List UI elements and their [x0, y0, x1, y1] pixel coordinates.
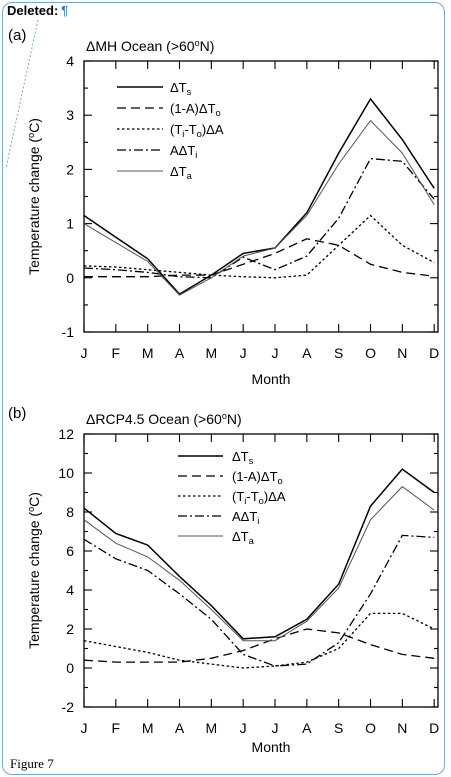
y-tick-label: 4	[66, 582, 74, 598]
chart-title: ΔMH Ocean (>60oN)	[86, 38, 214, 54]
x-tick-label: J	[81, 720, 88, 736]
x-tick-label: S	[334, 720, 343, 736]
y-tick-label: 8	[66, 504, 74, 520]
x-tick-label: O	[365, 720, 376, 736]
x-tick-label: N	[397, 720, 407, 736]
x-axis-label: Month	[252, 739, 291, 755]
x-tick-label: A	[302, 345, 312, 361]
panel-label: (b)	[8, 405, 26, 422]
series-line-2	[84, 238, 435, 278]
legend-label: ΔTa	[232, 529, 255, 546]
x-tick-label: J	[272, 345, 279, 361]
legend-label: AΔTi	[232, 509, 259, 526]
y-tick-label: -2	[62, 699, 75, 715]
x-tick-label: J	[81, 345, 88, 361]
legend-label: ΔTa	[170, 164, 193, 181]
y-tick-label: 3	[66, 107, 74, 123]
y-tick-label: 2	[66, 621, 74, 637]
y-tick-label: 12	[58, 426, 74, 442]
x-tick-label: N	[397, 345, 407, 361]
legend-label: (Ti-To)ΔA	[170, 122, 224, 139]
y-tick-label: 4	[66, 53, 74, 69]
x-tick-label: A	[175, 345, 185, 361]
chart-title: ΔRCP4.5 Ocean (>60oN)	[86, 411, 242, 427]
x-tick-label: M	[206, 720, 218, 736]
x-tick-label: F	[112, 720, 121, 736]
panel-label: (a)	[8, 27, 26, 44]
x-axis-label: Month	[252, 371, 291, 387]
comment-leader-line	[5, 19, 39, 168]
y-tick-label: 1	[66, 216, 74, 232]
legend-label: ΔTs	[232, 449, 254, 466]
legend-label: ΔTs	[170, 80, 192, 97]
x-tick-label: O	[365, 345, 376, 361]
x-tick-label: M	[142, 345, 154, 361]
x-tick-label: J	[272, 720, 279, 736]
y-tick-label: -1	[62, 324, 75, 340]
x-tick-label: A	[175, 720, 185, 736]
series-line-2	[83, 628, 435, 663]
x-tick-label: M	[142, 720, 154, 736]
x-tick-label: J	[240, 720, 247, 736]
x-tick-label: D	[429, 345, 439, 361]
series-line-3	[83, 214, 435, 279]
series-line-1	[83, 468, 435, 640]
y-tick-label: 0	[66, 270, 74, 286]
legend-label: (1-A)ΔTo	[170, 101, 221, 118]
series-line-5	[83, 485, 435, 642]
deleted-label: Deleted: ¶	[7, 3, 69, 18]
y-tick-label: 10	[58, 465, 74, 481]
pilcrow-mark: ¶	[61, 3, 69, 18]
series-line-5	[83, 119, 435, 296]
y-tick-label: 0	[66, 660, 74, 676]
chart-panel-a: (a) ΔMH Ocean (>60oN) -1 0 1 2 3 4 J F M A M J J A S O N D M…	[8, 27, 439, 387]
x-tick-label: M	[206, 345, 218, 361]
legend-label: AΔTi	[170, 143, 197, 160]
y-tick-label: 6	[66, 543, 74, 559]
x-tick-label: A	[302, 720, 312, 736]
y-tick-label: 2	[66, 161, 74, 177]
y-axis-label: Temperature change (oC)	[26, 118, 42, 275]
plot-frame	[83, 60, 439, 333]
legend-label: (1-A)ΔTo	[232, 469, 283, 486]
legend-label: (Ti-To)ΔA	[232, 489, 286, 506]
series-line-1	[83, 97, 435, 296]
series-line-4	[83, 157, 435, 279]
y-axis-label: Temperature change (oC)	[26, 492, 42, 649]
x-tick-label: S	[334, 345, 343, 361]
figure-caption: Figure 7	[10, 756, 54, 771]
x-tick-label: D	[429, 720, 439, 736]
x-tick-label: J	[240, 345, 247, 361]
series-line-4	[83, 534, 435, 667]
comment-frame	[2, 2, 445, 775]
x-tick-label: F	[112, 345, 121, 361]
